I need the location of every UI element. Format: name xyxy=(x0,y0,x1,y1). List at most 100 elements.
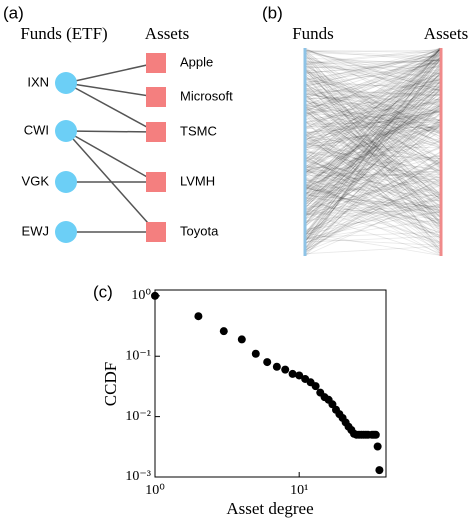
bipartite-edge xyxy=(305,48,441,203)
bipartite-edge xyxy=(305,57,441,194)
bipartite-edge xyxy=(305,48,441,224)
bipartite-edge xyxy=(305,156,441,239)
bipartite-edge xyxy=(305,141,441,202)
bipartite-edge xyxy=(305,91,441,100)
bipartite-edge xyxy=(305,194,441,208)
bipartite-edge xyxy=(305,83,441,88)
bipartite-edge xyxy=(305,49,441,92)
x-axis-label: Asset degree xyxy=(226,499,313,518)
panel-label: (a) xyxy=(3,3,24,22)
bipartite-edge xyxy=(305,48,441,102)
bipartite-edge xyxy=(305,105,441,193)
point xyxy=(371,430,380,439)
asset-label: LVMH xyxy=(180,173,215,188)
bipartite-edge xyxy=(305,197,441,210)
bipartite-edge xyxy=(305,101,441,248)
bipartite-edge xyxy=(305,109,441,244)
edge xyxy=(65,130,157,183)
bipartite-edge xyxy=(305,138,441,171)
bipartite-edge xyxy=(305,51,441,200)
funds-title: Funds xyxy=(292,24,334,43)
bipartite-edge xyxy=(305,181,441,231)
bipartite-edge xyxy=(305,202,441,224)
bipartite-edge xyxy=(305,157,441,249)
bipartite-edge xyxy=(305,70,441,133)
bipartite-edge xyxy=(305,85,441,208)
bipartite-edge xyxy=(305,104,441,130)
bipartite-edge xyxy=(305,173,441,176)
bipartite-edge xyxy=(305,63,441,83)
asset-node xyxy=(146,87,166,107)
bipartite-edge xyxy=(305,53,441,186)
bipartite-edge xyxy=(305,92,441,124)
bipartite-edge xyxy=(305,111,441,206)
bipartite-edge xyxy=(305,141,441,172)
assets-title: Assets xyxy=(424,24,468,43)
bipartite-edge xyxy=(305,111,441,134)
bipartite-edge xyxy=(305,82,441,108)
bipartite-edge xyxy=(305,187,441,218)
bipartite-edge xyxy=(305,53,441,213)
bipartite-edge xyxy=(305,105,441,184)
bipartite-edge xyxy=(305,186,441,227)
bipartite-edge xyxy=(305,60,441,64)
fund-label: IXN xyxy=(27,74,49,89)
bipartite-edge xyxy=(305,50,441,52)
bipartite-edge xyxy=(305,71,441,167)
bipartite-edge xyxy=(305,103,441,179)
bipartite-edge xyxy=(305,65,441,144)
bipartite-edge xyxy=(305,58,441,91)
bipartite-edge xyxy=(305,67,441,174)
bipartite-edge xyxy=(305,162,441,189)
bipartite-edge xyxy=(305,48,441,173)
bipartite-edge xyxy=(305,79,441,109)
bipartite-edge xyxy=(305,165,441,181)
bipartite-edge xyxy=(305,121,441,124)
fund-label: CWI xyxy=(24,122,49,137)
point xyxy=(237,335,246,344)
bipartite-edge xyxy=(305,87,441,219)
bipartite-edge xyxy=(305,53,441,148)
bipartite-edge xyxy=(305,125,441,148)
funds-title: Funds (ETF) xyxy=(20,24,107,43)
bipartite-edge xyxy=(305,50,441,53)
bipartite-edge xyxy=(305,60,441,75)
bipartite-edge xyxy=(305,90,441,96)
bipartite-edge xyxy=(305,67,441,216)
bipartite-edge xyxy=(305,85,441,213)
bipartite-edge xyxy=(305,111,441,199)
bipartite-edge xyxy=(305,72,441,136)
bipartite-edge xyxy=(305,156,441,225)
bipartite-edge xyxy=(305,188,441,209)
bipartite-edge xyxy=(305,238,441,246)
bipartite-edge xyxy=(305,100,441,149)
asset-label: Microsoft xyxy=(180,88,233,103)
bipartite-edge xyxy=(305,70,441,200)
bipartite-edge xyxy=(305,105,441,128)
bipartite-edge xyxy=(305,57,441,115)
bipartite-edge xyxy=(305,144,441,149)
bipartite-edge xyxy=(305,65,441,219)
bipartite-edge xyxy=(305,91,441,240)
bipartite-edge xyxy=(305,173,441,210)
bipartite-edge xyxy=(305,83,441,228)
bipartite-edge xyxy=(305,83,441,167)
bipartite-edge xyxy=(305,133,441,218)
bipartite-edge xyxy=(305,88,441,238)
bipartite-edge xyxy=(305,123,441,189)
bipartite-edge xyxy=(305,139,441,220)
bipartite-edge xyxy=(305,72,441,245)
bipartite-edge xyxy=(305,49,441,89)
bipartite-edge xyxy=(305,125,441,145)
bipartite-edge xyxy=(305,125,441,226)
bipartite-edge xyxy=(305,66,441,224)
bipartite-edge xyxy=(305,218,441,240)
bipartite-edge xyxy=(305,100,441,135)
bipartite-edge xyxy=(305,109,441,148)
bipartite-edge xyxy=(305,210,441,239)
bipartite-edge xyxy=(305,205,441,220)
bipartite-edge xyxy=(305,103,441,175)
panel-label: (b) xyxy=(262,3,283,22)
bipartite-edge xyxy=(305,87,441,143)
bipartite-edge xyxy=(305,194,441,208)
